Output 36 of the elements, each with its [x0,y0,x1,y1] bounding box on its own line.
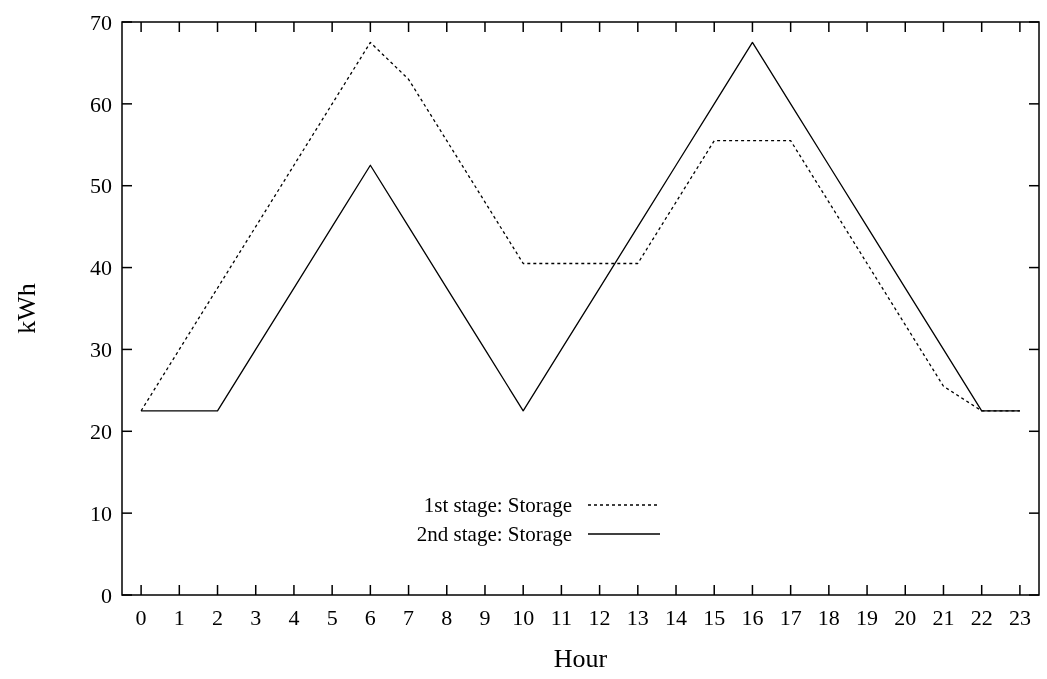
x-tick-label: 10 [512,605,535,630]
x-tick-label: 20 [894,605,917,630]
x-tick-label: 23 [1008,605,1031,630]
x-axis-title: Hour [553,644,608,673]
x-tick-label: 13 [626,605,649,630]
y-tick-label: 60 [90,91,112,117]
legend-label: 1st stage: Storage [423,493,572,518]
y-tick-label: 40 [90,255,112,281]
x-tick-label: 19 [856,605,879,630]
x-tick-label: 8 [441,605,453,630]
x-tick-label: 2 [212,605,224,630]
x-tick-label: 12 [588,605,611,630]
x-tick-label: 16 [741,605,764,630]
x-tick-label: 9 [479,605,491,630]
x-tick-label: 14 [665,605,688,630]
y-tick-label: 0 [101,582,112,608]
x-tick-label: 17 [779,605,802,630]
x-tick-label: 22 [970,605,993,630]
y-tick-label: 30 [90,337,112,363]
x-tick-label: 18 [817,605,840,630]
x-tick-label: 11 [550,605,572,630]
legend-label: 2nd stage: Storage [416,522,572,547]
y-tick-label: 10 [90,500,112,526]
x-tick-label: 1 [173,605,185,630]
x-tick-label: 15 [703,605,726,630]
y-tick-label: 20 [90,418,112,444]
y-tick-label: 70 [90,9,112,35]
x-tick-label: 6 [364,605,376,630]
x-tick-label: 5 [326,605,338,630]
y-tick-label: 50 [90,173,112,199]
x-tick-label: 21 [932,605,955,630]
y-axis-title: kWh [12,283,41,334]
x-tick-label: 3 [250,605,262,630]
x-tick-label: 4 [288,605,300,630]
x-tick-label: 7 [403,605,415,630]
x-tick-label: 0 [135,605,147,630]
